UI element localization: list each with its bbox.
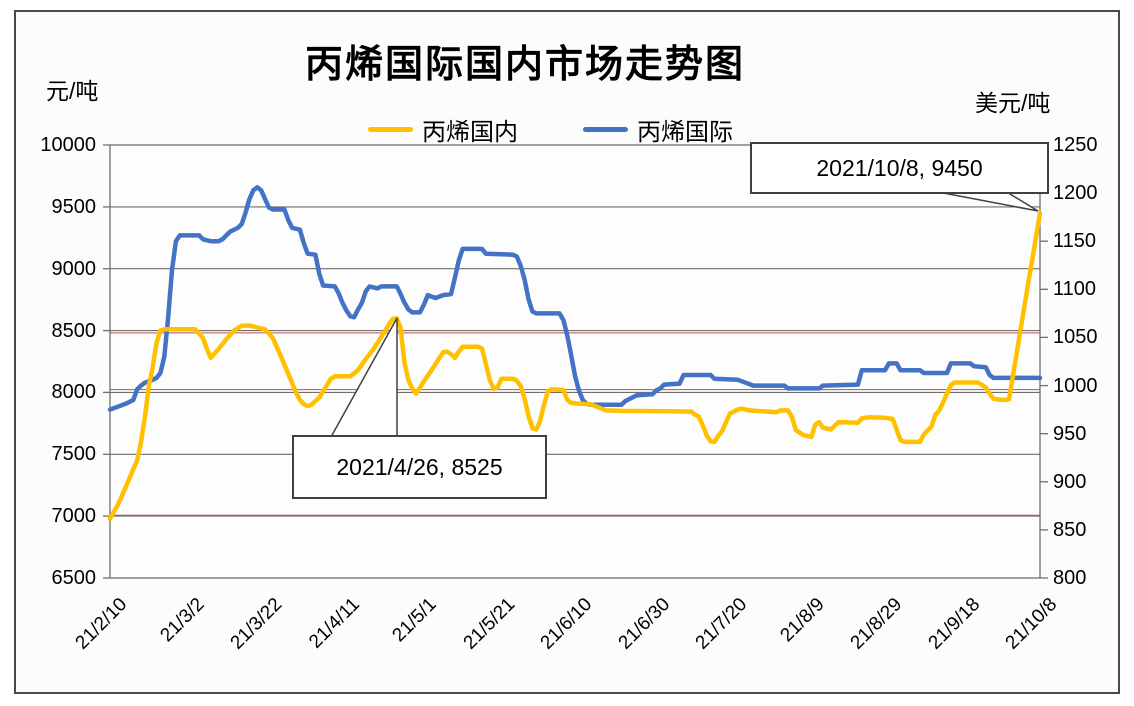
left-axis-tick-label: 6500 (51, 567, 97, 589)
right-axis-tick-label: 900 (1053, 471, 1087, 493)
left-axis-tick-label: 9000 (51, 258, 97, 280)
right-axis-unit-label: 美元/吨 (975, 90, 1051, 116)
left-axis-unit-label: 元/吨 (46, 78, 99, 104)
series-line-domestic (107, 210, 1043, 521)
left-axis-tick-label: 8500 (51, 320, 97, 342)
plot-border (109, 144, 1041, 579)
right-axis-tick-label: 1200 (1053, 182, 1098, 204)
right-axis-tick-label: 800 (1053, 567, 1087, 589)
annotation-text: 2021/4/26, 8525 (336, 453, 503, 480)
legend-swatch-international (583, 127, 628, 132)
left-axis-tick-label: 8000 (51, 381, 97, 403)
annotation-text: 2021/10/8, 9450 (816, 154, 983, 181)
left-axis-ticks (103, 144, 110, 579)
annotation-pointer-apr26 (330, 317, 398, 439)
right-axis-tick-label: 1150 (1053, 230, 1097, 252)
legend-label-international: 丙烯国际 (637, 119, 733, 146)
left-axis-tick-label: 9500 (51, 196, 97, 218)
chart-title: 丙烯国际国内市场走势图 (304, 44, 745, 86)
right-axis-ticks (1040, 144, 1048, 579)
right-axis-tick-label: 950 (1053, 423, 1087, 445)
legend-swatch-domestic (368, 127, 413, 132)
right-axis-tick-label: 850 (1053, 519, 1087, 541)
aux-gridlines (110, 332, 1040, 516)
left-axis-tick-label: 10000 (40, 134, 96, 156)
left-axis-tick-label: 7500 (51, 443, 97, 465)
left-axis-tick-label: 7000 (51, 505, 97, 527)
right-axis-tick-label: 1000 (1053, 375, 1098, 397)
legend-label-domestic: 丙烯国内 (422, 119, 518, 146)
right-axis-tick-label: 1250 (1053, 134, 1098, 156)
annotation-callout-apr26: 2021/4/26, 8525 (292, 435, 547, 499)
annotation-callout-oct8: 2021/10/8, 9450 (750, 142, 1049, 194)
right-axis-tick-label: 1050 (1053, 326, 1098, 348)
series-line-international (107, 185, 1043, 412)
right-axis-tick-label: 1100 (1053, 278, 1097, 300)
